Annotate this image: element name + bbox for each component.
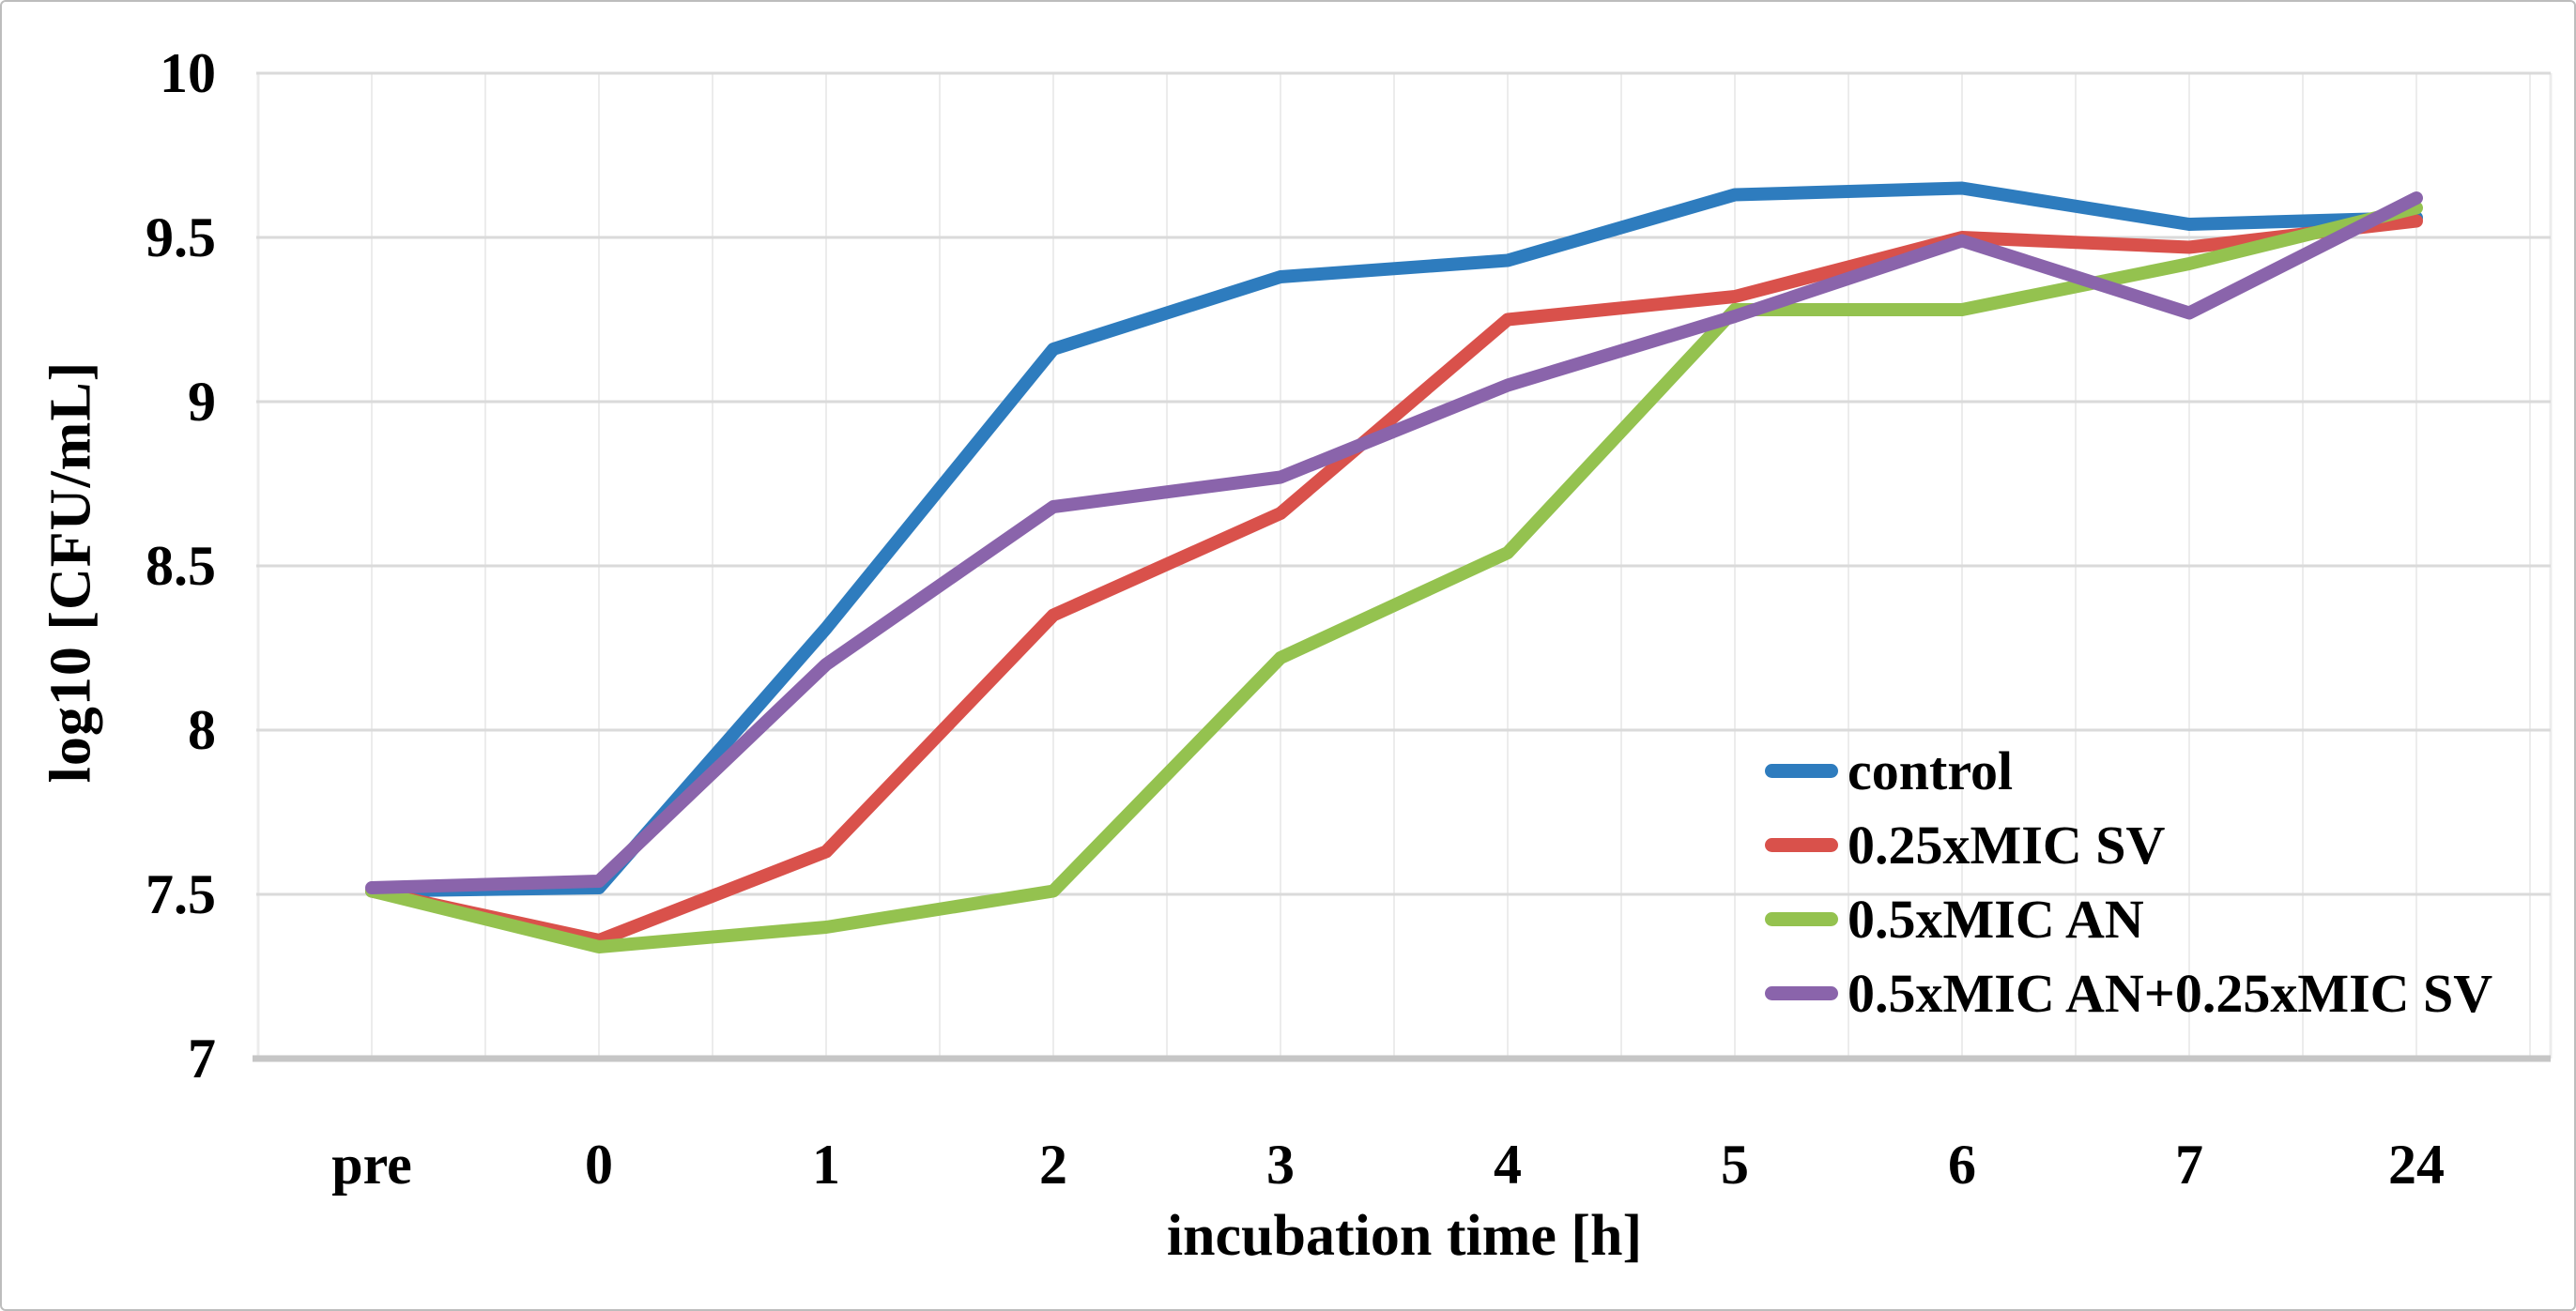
x-tick-label: 0 <box>585 1134 613 1196</box>
legend-item-an-sv: 0.5xMIC AN+0.25xMIC SV <box>1765 956 2492 1030</box>
legend-swatch-icon <box>1765 764 1838 778</box>
y-tick-label: 7 <box>188 1028 216 1090</box>
legend-label: 0.5xMIC AN+0.25xMIC SV <box>1848 962 2493 1024</box>
y-tick-label: 9 <box>188 371 216 433</box>
x-tick-label: 3 <box>1266 1134 1295 1196</box>
x-tick-label: 2 <box>1039 1134 1067 1196</box>
legend-label: 0.5xMIC AN <box>1848 888 2144 950</box>
x-tick-label: 6 <box>1948 1134 1976 1196</box>
legend-label: 0.25xMIC SV <box>1848 814 2166 876</box>
legend-swatch-icon <box>1765 912 1838 926</box>
legend-swatch-icon <box>1765 986 1838 1000</box>
y-tick-label: 10 <box>160 42 216 104</box>
x-tick-label: 1 <box>812 1134 840 1196</box>
y-tick-label: 8 <box>188 699 216 761</box>
series-line-0-5xmic-an <box>365 201 2423 953</box>
legend: control 0.25xMIC SV 0.5xMIC AN 0.5xMIC A… <box>1765 734 2492 1030</box>
legend-swatch-icon <box>1765 838 1838 852</box>
x-tick-label: pre <box>331 1134 412 1196</box>
x-tick-label: 4 <box>1494 1134 1522 1196</box>
legend-item-an: 0.5xMIC AN <box>1765 882 2492 956</box>
series-line-0-5xmic-an-0-25xmic-sv <box>365 191 2423 894</box>
legend-label: control <box>1848 739 2014 801</box>
legend-item-sv: 0.25xMIC SV <box>1765 808 2492 882</box>
x-tick-label: 5 <box>1721 1134 1749 1196</box>
legend-item-control: control <box>1765 734 2492 808</box>
y-tick-label: 8.5 <box>146 535 216 597</box>
series-line-0-25xmic-sv <box>365 214 2423 947</box>
series-line-control <box>365 181 2423 898</box>
x-tick-label: 7 <box>2175 1134 2203 1196</box>
x-tick-label: 24 <box>2388 1134 2445 1196</box>
y-tick-label: 9.5 <box>146 206 216 268</box>
y-tick-label: 7.5 <box>146 863 216 925</box>
x-axis-title: incubation time [h] <box>1166 1204 1643 1268</box>
